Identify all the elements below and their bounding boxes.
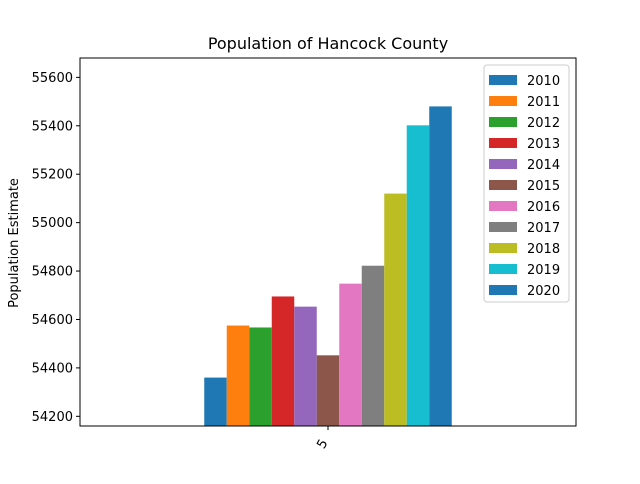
legend-label-2018: 2018	[527, 242, 560, 257]
y-tick-label: 54400	[32, 361, 73, 376]
legend-label-2011: 2011	[527, 95, 560, 110]
y-tick-label: 54800	[32, 265, 73, 280]
bar-2017	[361, 265, 385, 426]
legend-swatch-2019	[489, 264, 517, 274]
legend-swatch-2011	[489, 96, 517, 106]
y-tick-label: 55000	[32, 216, 73, 231]
y-axis-label: Population Estimate	[7, 178, 22, 308]
legend-swatch-2010	[489, 75, 517, 85]
chart-title: Population of Hancock County	[208, 34, 448, 53]
y-tick-label: 55400	[32, 119, 73, 134]
legend-swatch-2014	[489, 159, 517, 169]
legend-swatch-2020	[489, 285, 517, 295]
y-tick-label: 55200	[32, 168, 73, 183]
legend-label-2010: 2010	[527, 74, 560, 89]
legend-label-2012: 2012	[527, 116, 560, 131]
legend-swatch-2013	[489, 138, 517, 148]
legend-swatch-2018	[489, 243, 517, 253]
plot-frame	[79, 57, 577, 427]
legend-swatch-2012	[489, 117, 517, 127]
legend-label-2016: 2016	[527, 200, 560, 215]
y-axis-ticks: 54200 54400 54600 54800 55000 55200 55400 55600	[32, 71, 80, 425]
y-tick-label: 54600	[32, 313, 73, 328]
bar-2018	[384, 193, 407, 426]
legend-label-2017: 2017	[527, 221, 560, 236]
bar-2020	[429, 106, 452, 427]
legend-label-2015: 2015	[527, 179, 560, 194]
legend-label-2013: 2013	[527, 137, 560, 152]
legend-swatch-2016	[489, 201, 517, 211]
bar-2010	[204, 377, 227, 426]
legend-label-2020: 2020	[527, 284, 560, 299]
y-tick-label: 54200	[32, 410, 73, 425]
bar-2015	[316, 355, 340, 426]
bar-2013	[271, 296, 295, 426]
bar-2016	[339, 283, 362, 426]
bar-2011	[226, 325, 250, 426]
bar-2012	[249, 327, 272, 426]
bar-2014	[294, 306, 317, 426]
legend-swatch-2017	[489, 222, 517, 232]
legend-swatch-2015	[489, 180, 517, 190]
legend-label-2014: 2014	[527, 158, 560, 173]
legend-label-2019: 2019	[527, 263, 560, 278]
bar-2019	[406, 125, 430, 426]
bars-layer	[204, 106, 452, 427]
y-tick-label: 55600	[32, 71, 73, 86]
legend: 2010 2011 2012 2013 2014 2015 2016 2017 2018 2019…	[483, 64, 570, 303]
